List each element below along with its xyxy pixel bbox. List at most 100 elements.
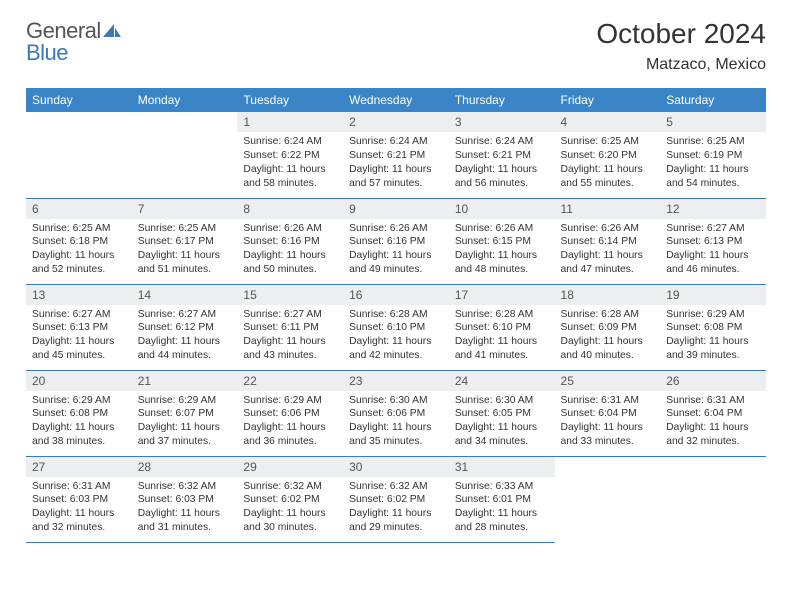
day-info: Sunrise: 6:32 AMSunset: 6:02 PMDaylight:… (237, 477, 343, 540)
header: General Blue October 2024 Matzaco, Mexic… (26, 18, 766, 74)
calendar-cell-13: 13Sunrise: 6:27 AMSunset: 6:13 PMDayligh… (26, 284, 132, 370)
day-number: 5 (660, 112, 766, 132)
day-info: Sunrise: 6:33 AMSunset: 6:01 PMDaylight:… (449, 477, 555, 540)
day-number: 8 (237, 199, 343, 219)
day-header-thursday: Thursday (449, 88, 555, 112)
day-number: 10 (449, 199, 555, 219)
day-header-sunday: Sunday (26, 88, 132, 112)
day-info: Sunrise: 6:26 AMSunset: 6:16 PMDaylight:… (237, 219, 343, 282)
calendar-cell-18: 18Sunrise: 6:28 AMSunset: 6:09 PMDayligh… (555, 284, 661, 370)
day-number: 26 (660, 371, 766, 391)
day-info: Sunrise: 6:27 AMSunset: 6:13 PMDaylight:… (26, 305, 132, 368)
day-info: Sunrise: 6:32 AMSunset: 6:03 PMDaylight:… (132, 477, 238, 540)
day-info: Sunrise: 6:28 AMSunset: 6:09 PMDaylight:… (555, 305, 661, 368)
logo-part2: Blue (26, 40, 68, 65)
calendar-cell-29: 29Sunrise: 6:32 AMSunset: 6:02 PMDayligh… (237, 456, 343, 542)
calendar-cell-12: 12Sunrise: 6:27 AMSunset: 6:13 PMDayligh… (660, 198, 766, 284)
calendar-cell-5: 5Sunrise: 6:25 AMSunset: 6:19 PMDaylight… (660, 112, 766, 198)
day-info: Sunrise: 6:27 AMSunset: 6:12 PMDaylight:… (132, 305, 238, 368)
day-number: 20 (26, 371, 132, 391)
day-number: 9 (343, 199, 449, 219)
day-info: Sunrise: 6:24 AMSunset: 6:21 PMDaylight:… (343, 132, 449, 195)
logo-text: General Blue (26, 18, 121, 70)
page-title: October 2024 (596, 18, 766, 50)
day-number: 17 (449, 285, 555, 305)
calendar-cell-20: 20Sunrise: 6:29 AMSunset: 6:08 PMDayligh… (26, 370, 132, 456)
day-number: 28 (132, 457, 238, 477)
day-info: Sunrise: 6:28 AMSunset: 6:10 PMDaylight:… (449, 305, 555, 368)
day-header-wednesday: Wednesday (343, 88, 449, 112)
calendar-cell-4: 4Sunrise: 6:25 AMSunset: 6:20 PMDaylight… (555, 112, 661, 198)
day-info: Sunrise: 6:28 AMSunset: 6:10 PMDaylight:… (343, 305, 449, 368)
day-header-tuesday: Tuesday (237, 88, 343, 112)
day-info: Sunrise: 6:30 AMSunset: 6:05 PMDaylight:… (449, 391, 555, 454)
day-number: 18 (555, 285, 661, 305)
day-number: 16 (343, 285, 449, 305)
calendar-cell-1: 1Sunrise: 6:24 AMSunset: 6:22 PMDaylight… (237, 112, 343, 198)
day-number: 12 (660, 199, 766, 219)
day-number: 19 (660, 285, 766, 305)
day-info: Sunrise: 6:25 AMSunset: 6:18 PMDaylight:… (26, 219, 132, 282)
day-info: Sunrise: 6:29 AMSunset: 6:08 PMDaylight:… (660, 305, 766, 368)
day-info: Sunrise: 6:24 AMSunset: 6:22 PMDaylight:… (237, 132, 343, 195)
calendar-cell-empty (132, 112, 238, 198)
day-info: Sunrise: 6:26 AMSunset: 6:15 PMDaylight:… (449, 219, 555, 282)
calendar-cell-27: 27Sunrise: 6:31 AMSunset: 6:03 PMDayligh… (26, 456, 132, 542)
day-number: 14 (132, 285, 238, 305)
calendar-cell-empty (26, 112, 132, 198)
calendar-cell-22: 22Sunrise: 6:29 AMSunset: 6:06 PMDayligh… (237, 370, 343, 456)
day-info: Sunrise: 6:25 AMSunset: 6:20 PMDaylight:… (555, 132, 661, 195)
calendar-cell-24: 24Sunrise: 6:30 AMSunset: 6:05 PMDayligh… (449, 370, 555, 456)
day-info: Sunrise: 6:29 AMSunset: 6:07 PMDaylight:… (132, 391, 238, 454)
day-number: 13 (26, 285, 132, 305)
day-header-saturday: Saturday (660, 88, 766, 112)
day-number: 31 (449, 457, 555, 477)
day-info: Sunrise: 6:31 AMSunset: 6:04 PMDaylight:… (660, 391, 766, 454)
day-info: Sunrise: 6:24 AMSunset: 6:21 PMDaylight:… (449, 132, 555, 195)
calendar-cell-19: 19Sunrise: 6:29 AMSunset: 6:08 PMDayligh… (660, 284, 766, 370)
day-number: 23 (343, 371, 449, 391)
day-number: 22 (237, 371, 343, 391)
calendar-cell-6: 6Sunrise: 6:25 AMSunset: 6:18 PMDaylight… (26, 198, 132, 284)
calendar-cell-10: 10Sunrise: 6:26 AMSunset: 6:15 PMDayligh… (449, 198, 555, 284)
calendar-cell-28: 28Sunrise: 6:32 AMSunset: 6:03 PMDayligh… (132, 456, 238, 542)
day-number: 6 (26, 199, 132, 219)
day-header-row: SundayMondayTuesdayWednesdayThursdayFrid… (26, 88, 766, 112)
day-info: Sunrise: 6:26 AMSunset: 6:16 PMDaylight:… (343, 219, 449, 282)
day-info: Sunrise: 6:31 AMSunset: 6:03 PMDaylight:… (26, 477, 132, 540)
day-number: 4 (555, 112, 661, 132)
day-info: Sunrise: 6:31 AMSunset: 6:04 PMDaylight:… (555, 391, 661, 454)
day-info: Sunrise: 6:26 AMSunset: 6:14 PMDaylight:… (555, 219, 661, 282)
calendar-cell-2: 2Sunrise: 6:24 AMSunset: 6:21 PMDaylight… (343, 112, 449, 198)
calendar-cell-16: 16Sunrise: 6:28 AMSunset: 6:10 PMDayligh… (343, 284, 449, 370)
day-number: 7 (132, 199, 238, 219)
day-number: 1 (237, 112, 343, 132)
calendar-cell-9: 9Sunrise: 6:26 AMSunset: 6:16 PMDaylight… (343, 198, 449, 284)
calendar-cell-21: 21Sunrise: 6:29 AMSunset: 6:07 PMDayligh… (132, 370, 238, 456)
day-number: 27 (26, 457, 132, 477)
day-number: 30 (343, 457, 449, 477)
calendar-cell-11: 11Sunrise: 6:26 AMSunset: 6:14 PMDayligh… (555, 198, 661, 284)
title-block: October 2024 Matzaco, Mexico (596, 18, 766, 74)
day-number: 24 (449, 371, 555, 391)
calendar-cell-23: 23Sunrise: 6:30 AMSunset: 6:06 PMDayligh… (343, 370, 449, 456)
day-info: Sunrise: 6:27 AMSunset: 6:11 PMDaylight:… (237, 305, 343, 368)
calendar-row: 27Sunrise: 6:31 AMSunset: 6:03 PMDayligh… (26, 456, 766, 542)
calendar-cell-7: 7Sunrise: 6:25 AMSunset: 6:17 PMDaylight… (132, 198, 238, 284)
day-number: 25 (555, 371, 661, 391)
day-number: 29 (237, 457, 343, 477)
calendar-cell-empty (555, 456, 661, 542)
day-info: Sunrise: 6:29 AMSunset: 6:08 PMDaylight:… (26, 391, 132, 454)
day-info: Sunrise: 6:25 AMSunset: 6:17 PMDaylight:… (132, 219, 238, 282)
page-subtitle: Matzaco, Mexico (596, 56, 766, 74)
day-header-friday: Friday (555, 88, 661, 112)
day-info: Sunrise: 6:30 AMSunset: 6:06 PMDaylight:… (343, 391, 449, 454)
calendar-cell-14: 14Sunrise: 6:27 AMSunset: 6:12 PMDayligh… (132, 284, 238, 370)
calendar-cell-8: 8Sunrise: 6:26 AMSunset: 6:16 PMDaylight… (237, 198, 343, 284)
day-number: 21 (132, 371, 238, 391)
logo: General Blue (26, 18, 121, 70)
calendar-row: 13Sunrise: 6:27 AMSunset: 6:13 PMDayligh… (26, 284, 766, 370)
calendar-cell-empty (660, 456, 766, 542)
calendar-row: 6Sunrise: 6:25 AMSunset: 6:18 PMDaylight… (26, 198, 766, 284)
day-number: 11 (555, 199, 661, 219)
